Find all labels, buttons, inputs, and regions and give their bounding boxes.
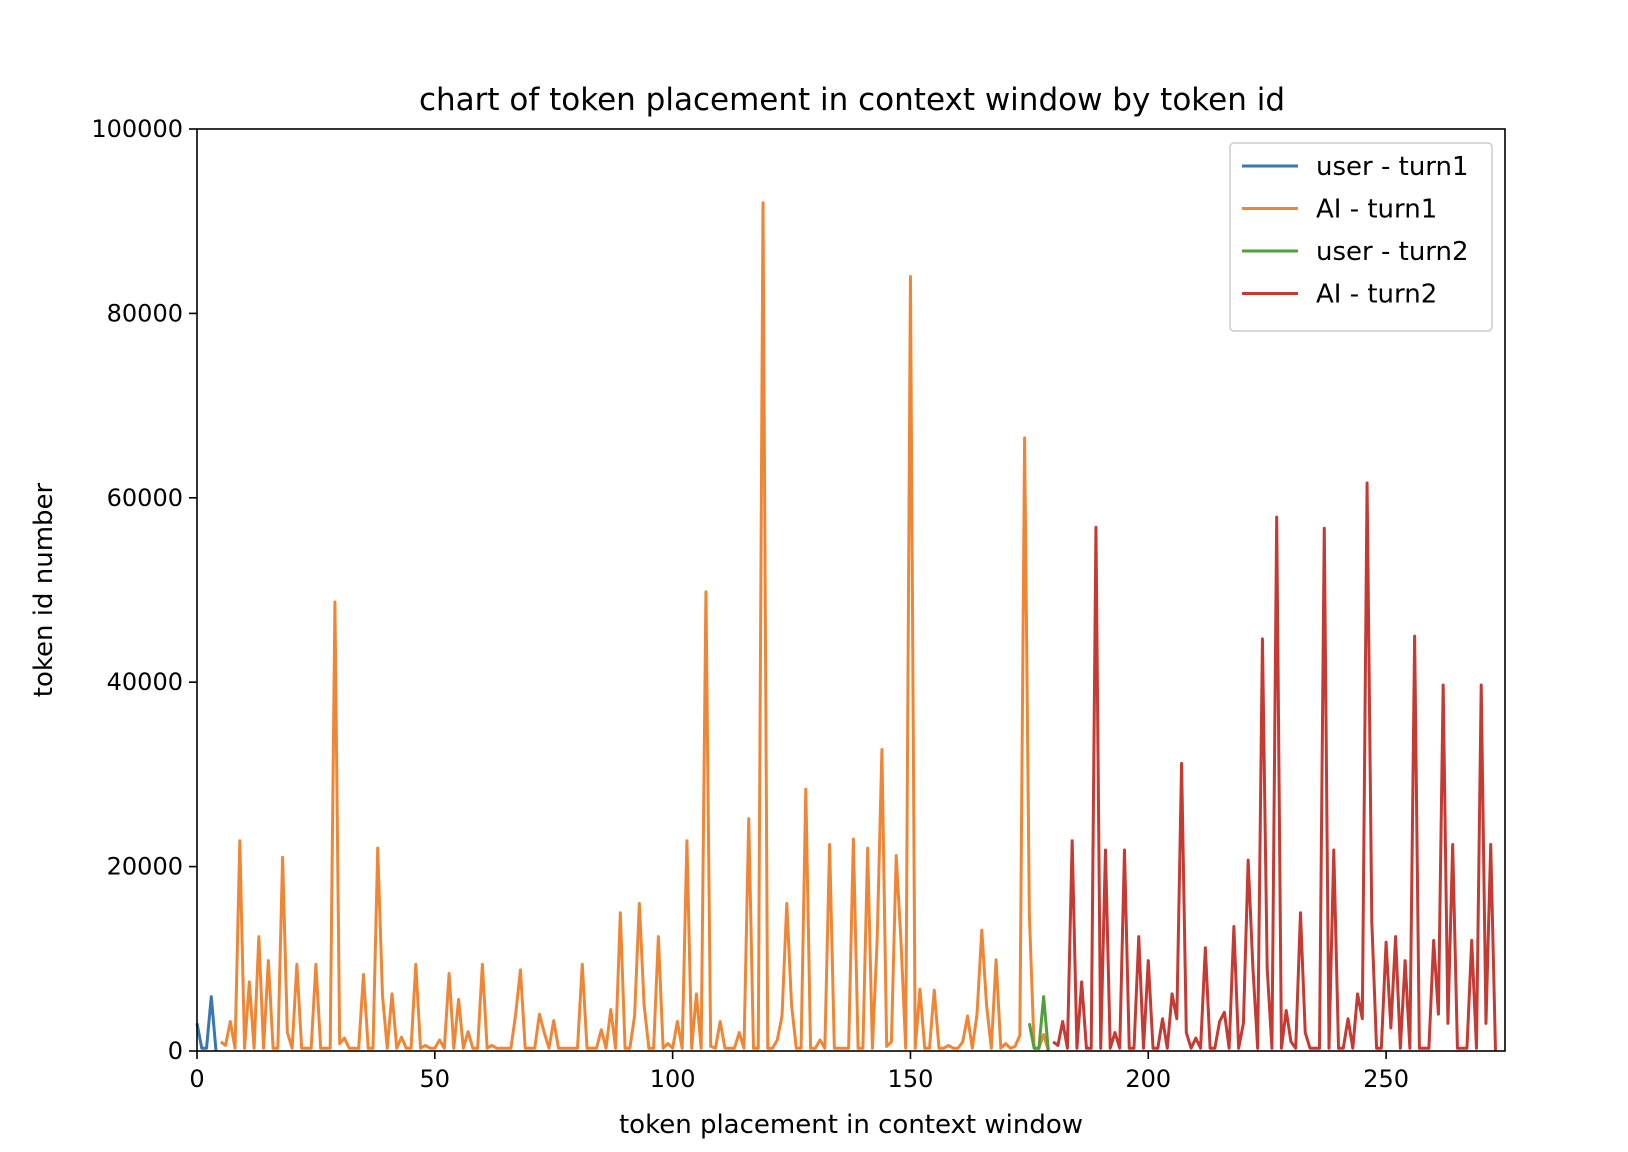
- x-tick-label: 150: [888, 1065, 934, 1093]
- y-axis: 0 20000 40000 60000 80000 100000: [91, 115, 197, 1065]
- series-line-1: [195, 995, 218, 1052]
- legend-label: user - turn1: [1316, 152, 1469, 182]
- y-tick-label: 0: [168, 1037, 183, 1065]
- plot-frame: [196, 128, 1506, 1052]
- x-axis-label: token placement in context window: [619, 1110, 1083, 1140]
- series-line-2: [219, 201, 1050, 1052]
- chart-title: chart of token placement in context wind…: [419, 82, 1285, 118]
- legend-label: user - turn2: [1316, 237, 1469, 267]
- legend-box: [1229, 142, 1493, 332]
- legend-label: AI - turn2: [1316, 280, 1437, 310]
- y-tick-label: 100000: [91, 115, 183, 143]
- x-tick-label: 0: [189, 1065, 204, 1093]
- y-tick-label: 20000: [107, 853, 183, 881]
- legend: user - turn1 AI - turn1 user - turn2 AI - t…: [1229, 142, 1493, 332]
- legend-label: AI - turn1: [1316, 195, 1437, 225]
- series-line-3: [1027, 995, 1050, 1052]
- series-line-4: [1052, 481, 1497, 1052]
- y-tick-label: 60000: [107, 484, 183, 512]
- x-tick-label: 250: [1363, 1065, 1409, 1093]
- series-layer: [195, 201, 1497, 1052]
- y-tick-label: 80000: [107, 299, 183, 327]
- x-axis: 0 50 100 150 200 250: [189, 1051, 1409, 1093]
- y-axis-label: token id number: [29, 482, 59, 697]
- x-tick-label: 50: [420, 1065, 451, 1093]
- x-tick-label: 100: [650, 1065, 696, 1093]
- x-tick-label: 200: [1125, 1065, 1171, 1093]
- y-tick-label: 40000: [107, 668, 183, 696]
